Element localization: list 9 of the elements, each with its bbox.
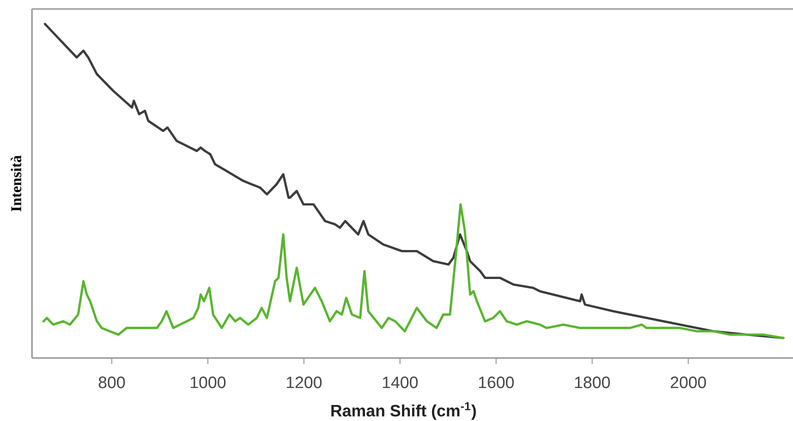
x-tick-label: 1800 [575, 376, 610, 388]
x-axis-title: Raman Shift (cm$^{-1}$) [331, 402, 476, 420]
x-tick-label: 1400 [382, 376, 418, 388]
x-tick-label: 1000 [190, 376, 226, 388]
y-axis-title: Intensità [10, 155, 22, 212]
x-tick-label: 2000 [670, 376, 706, 388]
x-tick-label: 800 [98, 376, 125, 388]
x-tick-label: 1600 [479, 376, 514, 388]
x-tick-label: 1200 [286, 376, 322, 388]
